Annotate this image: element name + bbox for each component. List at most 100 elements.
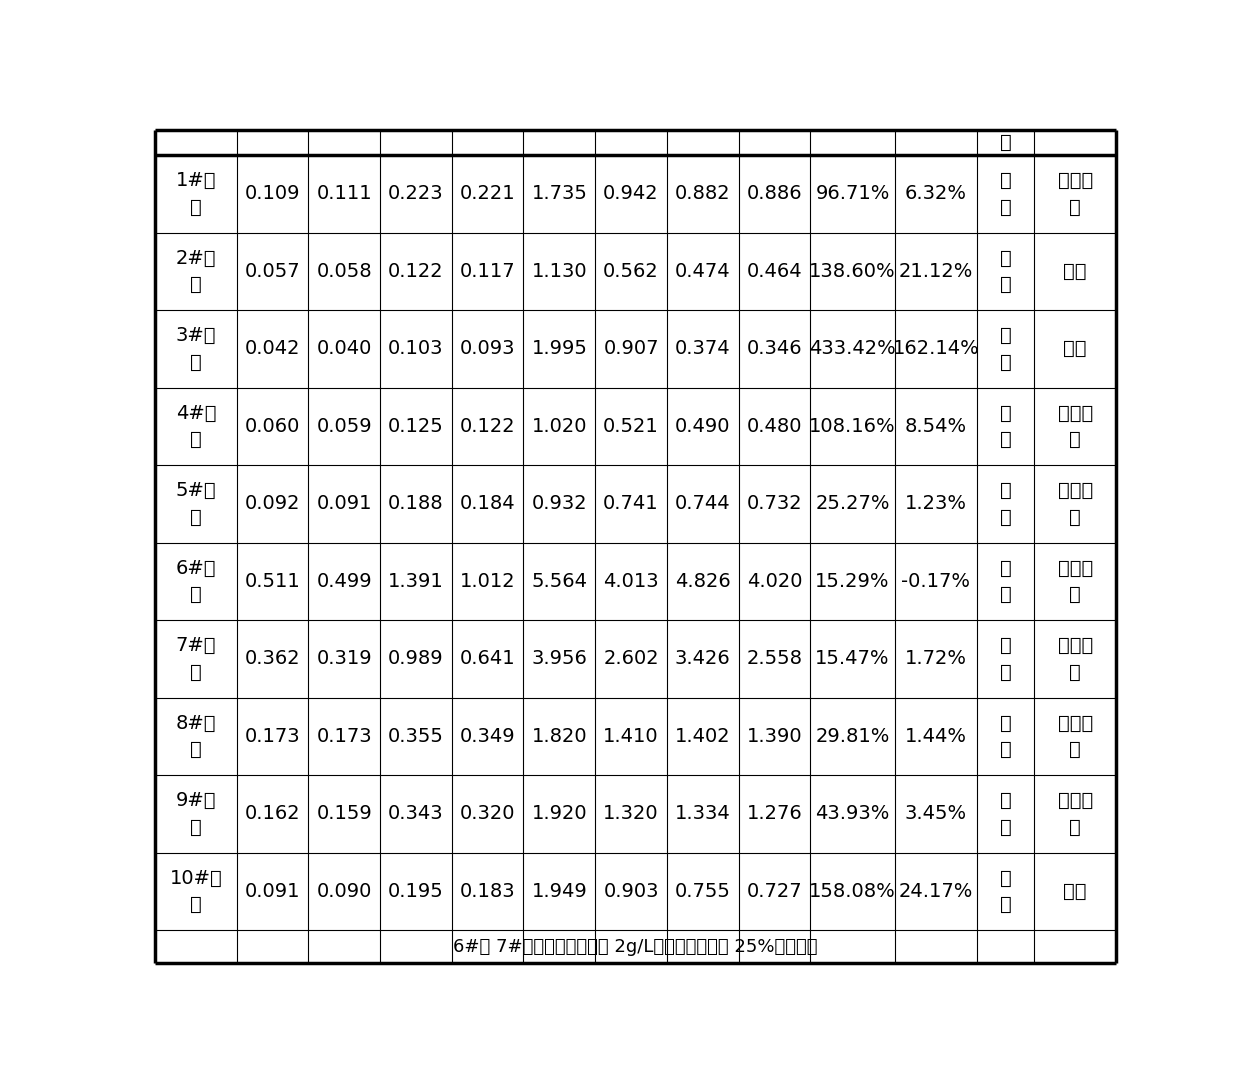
Text: 158.08%: 158.08% [810,882,897,901]
Text: 25.27%: 25.27% [816,494,890,513]
Text: 1.920: 1.920 [532,804,587,823]
Text: 1.020: 1.020 [532,417,587,436]
Text: 0.122: 0.122 [460,417,516,436]
Text: 10#样
本: 10#样 本 [170,869,222,914]
Text: 7#样
本: 7#样 本 [176,636,216,682]
Text: 0.727: 0.727 [746,882,802,901]
Text: 0.932: 0.932 [532,494,587,513]
Text: 1.820: 1.820 [532,727,587,745]
Text: 5#样
本: 5#样 本 [176,481,216,527]
Text: 0.562: 0.562 [603,262,658,281]
Text: 线性合
格: 线性合 格 [1058,713,1092,760]
Text: 0.060: 0.060 [244,417,300,436]
Text: 3.426: 3.426 [675,649,730,669]
Text: 2#样
本: 2#样 本 [176,249,216,294]
Text: 2.602: 2.602 [603,649,658,669]
Text: 假
阳: 假 阳 [999,713,1012,760]
Text: 0.173: 0.173 [316,727,372,745]
Text: 3#样
本: 3#样 本 [176,326,216,371]
Text: 1.995: 1.995 [532,340,588,358]
Text: 假
阳: 假 阳 [999,558,1012,604]
Text: 4.020: 4.020 [746,571,802,591]
Text: 1.402: 1.402 [675,727,730,745]
Text: 0.057: 0.057 [244,262,300,281]
Text: 假
阳: 假 阳 [999,791,1012,836]
Text: 0.109: 0.109 [244,184,300,203]
Text: 0.521: 0.521 [603,417,658,436]
Text: 假
阳: 假 阳 [999,326,1012,371]
Text: 1.320: 1.320 [603,804,658,823]
Text: 0.188: 0.188 [388,494,444,513]
Text: 0.480: 0.480 [746,417,802,436]
Text: 0.042: 0.042 [244,340,300,358]
Text: 0.374: 0.374 [675,340,730,358]
Text: 0.319: 0.319 [316,649,372,669]
Text: 21.12%: 21.12% [899,262,973,281]
Text: 0.641: 0.641 [460,649,516,669]
Text: 1#样
本: 1#样 本 [176,171,216,216]
Text: 0.744: 0.744 [675,494,730,513]
Text: 假阳: 假阳 [1064,882,1087,901]
Text: 线性合
格: 线性合 格 [1058,558,1092,604]
Text: 0.499: 0.499 [316,571,372,591]
Text: 0.111: 0.111 [316,184,372,203]
Text: 0.741: 0.741 [603,494,658,513]
Text: 1.72%: 1.72% [905,649,967,669]
Text: 假
阳: 假 阳 [999,249,1012,294]
Text: 线性合
格: 线性合 格 [1058,791,1092,836]
Text: 假
阳: 假 阳 [999,404,1012,449]
Text: 0.040: 0.040 [316,340,372,358]
Text: 8#样
本: 8#样 本 [176,713,216,760]
Text: 0.349: 0.349 [460,727,516,745]
Text: 0.173: 0.173 [244,727,300,745]
Text: 0.474: 0.474 [675,262,730,281]
Text: 0.903: 0.903 [604,882,658,901]
Text: 15.29%: 15.29% [816,571,890,591]
Text: 1.390: 1.390 [746,727,802,745]
Text: 1.410: 1.410 [603,727,658,745]
Text: 0.907: 0.907 [604,340,658,358]
Text: 假
阳: 假 阳 [999,171,1012,216]
Text: 0.184: 0.184 [460,494,516,513]
Text: 假
阳: 假 阳 [999,636,1012,682]
Text: 1.334: 1.334 [675,804,730,823]
Text: 0.122: 0.122 [388,262,444,281]
Text: 1.949: 1.949 [532,882,588,901]
Text: 0.125: 0.125 [388,417,444,436]
Text: 0.091: 0.091 [316,494,372,513]
Text: 0.183: 0.183 [460,882,516,901]
Text: 1.391: 1.391 [388,571,444,591]
Text: 6#样
本: 6#样 本 [176,558,216,604]
Text: 8.54%: 8.54% [905,417,967,436]
Text: 假阳: 假阳 [1064,262,1087,281]
Text: 138.60%: 138.60% [810,262,897,281]
Text: 0.343: 0.343 [388,804,444,823]
Text: 线性合
格: 线性合 格 [1058,171,1092,216]
Text: 0.490: 0.490 [675,417,730,436]
Text: 43.93%: 43.93% [816,804,890,823]
Text: 6.32%: 6.32% [905,184,967,203]
Text: 0.093: 0.093 [460,340,516,358]
Text: 96.71%: 96.71% [816,184,890,203]
Text: 0.882: 0.882 [675,184,730,203]
Text: 0.320: 0.320 [460,804,516,823]
Text: 0.223: 0.223 [388,184,444,203]
Text: 29.81%: 29.81% [816,727,890,745]
Text: 4#样
本: 4#样 本 [176,404,216,449]
Text: 0.221: 0.221 [460,184,516,203]
Text: 0.058: 0.058 [316,262,372,281]
Text: 4.013: 4.013 [603,571,658,591]
Text: 0.755: 0.755 [675,882,730,901]
Text: 15.47%: 15.47% [816,649,890,669]
Text: 2.558: 2.558 [746,649,802,669]
Text: -0.17%: -0.17% [901,571,970,591]
Text: 3.956: 3.956 [532,649,588,669]
Text: 1.012: 1.012 [460,571,516,591]
Text: 0.090: 0.090 [316,882,372,901]
Text: 162.14%: 162.14% [893,340,980,358]
Text: 1.44%: 1.44% [905,727,967,745]
Text: 6#和 7#超西门子线性范围 2g/L，原液浓度根据 25%结果回算: 6#和 7#超西门子线性范围 2g/L，原液浓度根据 25%结果回算 [454,937,817,955]
Text: 线性合
格: 线性合 格 [1058,404,1092,449]
Text: 0.103: 0.103 [388,340,444,358]
Text: 0.989: 0.989 [388,649,444,669]
